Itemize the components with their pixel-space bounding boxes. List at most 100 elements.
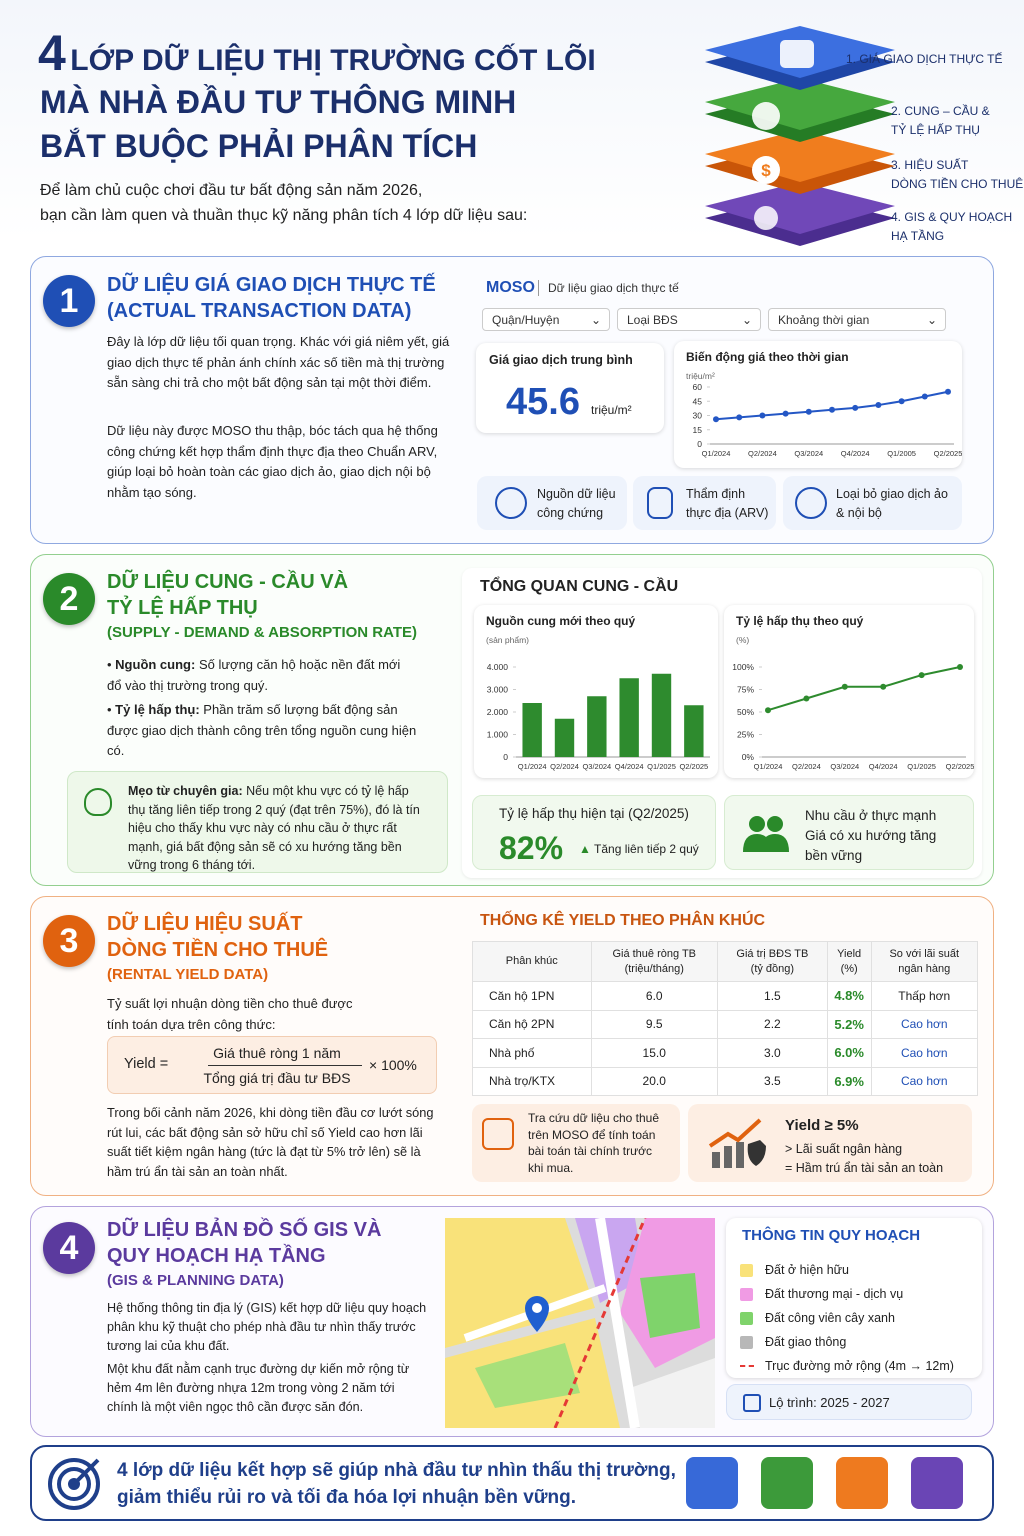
x-tick-label: Q2/2025	[934, 449, 962, 458]
legend-item: Trục đường mở rộng (4m → 12m)	[740, 1354, 954, 1378]
y-tick-label: 30	[693, 411, 703, 421]
table-row: Nhà trọ/KTX 20.0 3.5 6.9% Cao hơn	[472, 1066, 979, 1096]
legend-card: THÔNG TIN QUY HOẠCH Đất ở hiện hữu Đất th…	[726, 1218, 982, 1378]
house-icon	[482, 1118, 514, 1150]
bar	[684, 705, 704, 757]
point	[841, 683, 848, 690]
kpi-label: Giá giao dịch trung bình	[489, 353, 633, 367]
point	[759, 412, 766, 419]
roadmap: Lộ trình: 2025 - 2027	[769, 1395, 890, 1410]
x-tick-label: Q2/2024	[792, 762, 821, 771]
bulb-icon	[84, 788, 112, 816]
icon	[754, 206, 778, 230]
footer-icon	[836, 1457, 888, 1509]
paragraph: Tỷ suất lợi nhuận dòng tiền cho thuê đượ…	[107, 996, 353, 1032]
layer	[705, 182, 895, 246]
line-chart: Biến động giá theo thời gian triệu/m² 0 15 3…	[686, 350, 962, 458]
y-tick-label: 0%	[742, 752, 755, 762]
paragraph: Đây là lớp dữ liệu tối quan trọng. Khác …	[107, 334, 450, 390]
chart-card: Tỷ lệ hấp thụ theo quý (%) 0% 25% 50% 75% 100%…	[724, 605, 974, 778]
legend-label: Trục đường mở rộng (4m → 12m)	[765, 1359, 954, 1373]
formula-denominator: Tổng giá trị đầu tư BĐS	[203, 1070, 351, 1086]
section-title: DỮ LIỆU BẢN ĐỒ SỐ GIS VÀ QUY HOẠCH HẠ TẦN…	[107, 1217, 381, 1269]
feature-text: Loại bỏ giao dịch ảo & nội bộ	[836, 485, 948, 523]
caret: ⌄	[741, 313, 752, 327]
text-line: Nguồn dữ liệu	[537, 487, 616, 501]
bar	[522, 703, 542, 757]
table-cell: Nhà phố	[472, 1038, 592, 1068]
roadmap-card: Lộ trình: 2025 - 2027	[726, 1384, 972, 1420]
layer-label: 3. HIỆU SUẤT DÒNG TIỀN CHO THUÊ	[891, 156, 1023, 194]
metric-value: 82%	[499, 830, 564, 866]
section-badge: 4	[43, 1222, 95, 1274]
label-line: DÒNG TIỀN CHO THUÊ	[891, 177, 1024, 191]
bar	[651, 673, 672, 757]
text-line: Thẩm định	[686, 487, 746, 501]
footer-icon	[761, 1457, 813, 1509]
up-arrow: ▲	[579, 842, 591, 856]
brand: MOSO	[486, 279, 535, 296]
header-cell: Yield (%)	[826, 941, 872, 982]
text-line: & nội bộ	[836, 506, 882, 520]
table-row: Căn hộ 1PN 6.0 1.5 4.8% Thấp hơn	[472, 981, 979, 1011]
y-tick-label: 15	[693, 425, 703, 435]
header-line: So với lãi suất	[889, 947, 960, 960]
section-subtitle: (RENTAL YIELD DATA)	[107, 966, 269, 983]
header-cell: Giá thuê ròng TB (triệu/tháng)	[590, 941, 718, 982]
table-cell: 1.5	[716, 981, 828, 1011]
filter-dropdown[interactable]: Loại BĐS ⌄	[617, 308, 761, 331]
table-cell: 6.9%	[826, 1066, 872, 1096]
legend-swatch	[740, 1287, 753, 1301]
table-cell: 6.0%	[826, 1038, 872, 1068]
y-tick-label: 1.000	[487, 730, 509, 740]
filter-dropdown[interactable]: Khoảng thời gian ⌄	[768, 308, 946, 331]
layer	[705, 130, 895, 194]
subtitle-line: bạn cần làm quen và thuần thục kỹ năng p…	[40, 207, 528, 224]
yield-table: Phân khúc Giá thuê ròng TB (triệu/tháng) Gi…	[472, 941, 979, 1096]
feature-card: Thẩm định thực địa (ARV)	[633, 476, 776, 530]
yield-text: > Lãi suất ngân hàng = Hầm trú ẩn tài sản…	[785, 1140, 943, 1178]
filter-dropdown[interactable]: Quận/Huyện ⌄	[482, 308, 610, 331]
metric-label: Tỷ lệ hấp thụ hiện tại (Q2/2025)	[499, 806, 689, 821]
chart-card: Nguồn cung mới theo quý (sản phẩm) 0 1.000 2…	[474, 605, 718, 778]
section-title: DỮ LIỆU HIỆU SUẤT DÒNG TIỀN CHO THUÊ	[107, 911, 328, 963]
demand-text: Nhu cầu ở thực mạnh Giá có xu hướng tăng b…	[805, 806, 936, 866]
x-tick-label: Q2/2024	[748, 449, 777, 458]
filter-label: Khoảng thời gian	[778, 313, 870, 327]
text-line: trên MOSO để tính toán	[528, 1127, 656, 1142]
y-unit: triệu/m²	[686, 371, 715, 381]
bar	[619, 678, 639, 757]
feature-icon	[495, 487, 527, 519]
y-tick-label: 4.000	[487, 662, 509, 672]
point	[880, 683, 887, 690]
footer-icon	[686, 1457, 738, 1509]
text-line: bài toán tài chính trước	[528, 1144, 652, 1158]
header-cell: Phân khúc	[472, 941, 592, 982]
filter-label: Loại BĐS	[627, 313, 678, 327]
point	[898, 398, 905, 405]
x-tick-label: Q1/2024	[754, 762, 783, 771]
formula-numerator: Giá thuê ròng 1 năm	[213, 1045, 341, 1061]
filter-label: Quận/Huyện	[492, 313, 560, 327]
lookup-card: Tra cứu dữ liệu cho thuê trên MOSO để tín…	[472, 1104, 680, 1182]
header-row: Phân khúc Giá thuê ròng TB (triệu/tháng) Gi…	[472, 941, 979, 982]
header-line: Giá trị BĐS TB	[736, 947, 809, 960]
table-cell: 6.0	[590, 981, 718, 1011]
chart-title: Nguồn cung mới theo quý	[486, 614, 636, 628]
label-line: TỶ LỆ HẤP THỤ	[891, 123, 980, 137]
legend-swatch	[740, 1365, 754, 1367]
kpi-unit: triệu/m²	[591, 403, 632, 417]
header-line: Giá thuê ròng TB	[612, 947, 697, 960]
table-row: Căn hộ 2PN 9.5 2.2 5.2% Cao hơn	[472, 1009, 979, 1039]
y-tick-label: 25%	[737, 730, 754, 740]
feature-card: Loại bỏ giao dịch ảo & nội bộ	[783, 476, 962, 530]
point	[829, 406, 835, 413]
table-cell: 20.0	[590, 1066, 718, 1096]
legend-title: THÔNG TIN QUY HOẠCH	[742, 1227, 921, 1244]
text-line: > Lãi suất ngân hàng	[785, 1142, 903, 1156]
target-icon	[48, 1458, 100, 1510]
header-line: ngân hàng	[898, 962, 951, 975]
text-line: Nhu cầu ở thực mạnh	[805, 808, 937, 823]
point	[945, 388, 951, 395]
point	[782, 410, 789, 417]
